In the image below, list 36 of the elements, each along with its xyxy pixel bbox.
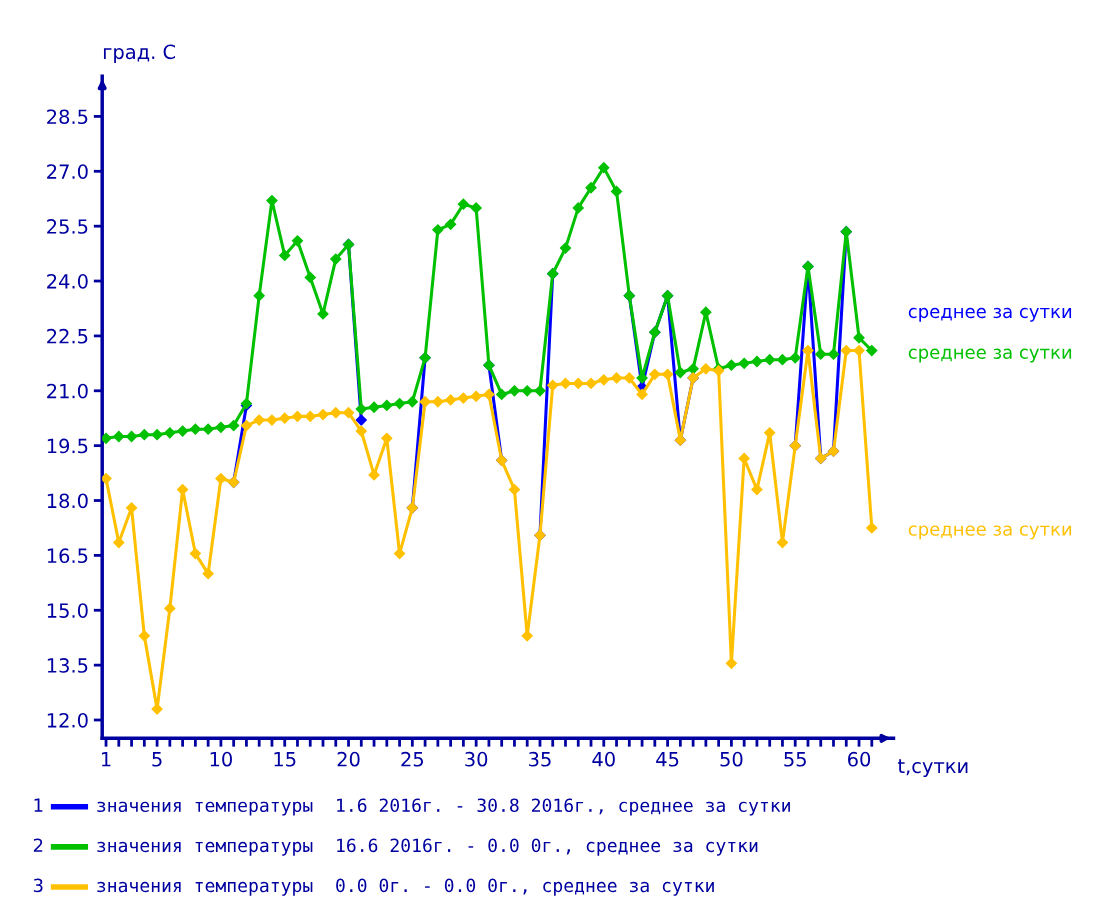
legend-label: значения температуры 16.6 2016г. - 0.0 0г., среднее за сутки bbox=[97, 838, 758, 856]
x-tick-label: 25 bbox=[401, 751, 424, 767]
y-tick-label: 18.0 bbox=[47, 493, 88, 509]
x-tick-label: 15 bbox=[274, 752, 296, 767]
y-tick-label: 22.5 bbox=[47, 328, 88, 344]
text: 2 bbox=[33, 838, 43, 852]
x-tick-label: 45 bbox=[656, 752, 679, 767]
x-tick-label: 60 bbox=[848, 751, 871, 767]
x-tick-label: 30 bbox=[465, 751, 488, 767]
x-tick-label: 40 bbox=[592, 751, 615, 767]
x-tick-label: 10 bbox=[210, 751, 232, 767]
x-axis-title: t,сутки bbox=[897, 759, 968, 777]
text: среднее за сутки bbox=[908, 348, 1072, 363]
x-tick-label: 35 bbox=[529, 751, 551, 767]
legend-label: значения температуры 1.6 2016г. - 30.8 2016г., среднее за сутки bbox=[97, 798, 790, 816]
legend-label: значения температуры 0.0 0г. - 0.0 0г., среднее за сутки bbox=[97, 878, 714, 896]
y-tick-label: 15.0 bbox=[47, 603, 88, 618]
x-tick-label: 50 bbox=[720, 751, 743, 767]
y-tick-label: 12.0 bbox=[47, 712, 88, 728]
y-tick-label: 16.5 bbox=[47, 548, 88, 564]
y-tick-label: 24.0 bbox=[47, 274, 88, 289]
text: 1 bbox=[34, 798, 43, 812]
text: среднее за сутки bbox=[908, 525, 1072, 540]
y-axis-title: град. С bbox=[103, 44, 176, 63]
y-tick-label: 25.5 bbox=[47, 219, 88, 234]
y-tick-label: 21.0 bbox=[47, 383, 88, 399]
x-tick-label: 20 bbox=[337, 751, 360, 767]
x-tick-label: 1 bbox=[101, 752, 111, 767]
y-tick-label: 13.5 bbox=[47, 658, 88, 673]
y-tick-label: 28.5 bbox=[47, 109, 88, 125]
x-tick-label: 5 bbox=[152, 752, 162, 767]
y-tick-label: 19.5 bbox=[47, 438, 88, 454]
y-tick-label: 27.0 bbox=[47, 164, 88, 179]
text: 3 bbox=[33, 878, 43, 893]
text: среднее за сутки bbox=[908, 307, 1072, 322]
x-tick-label: 55 bbox=[784, 752, 806, 767]
